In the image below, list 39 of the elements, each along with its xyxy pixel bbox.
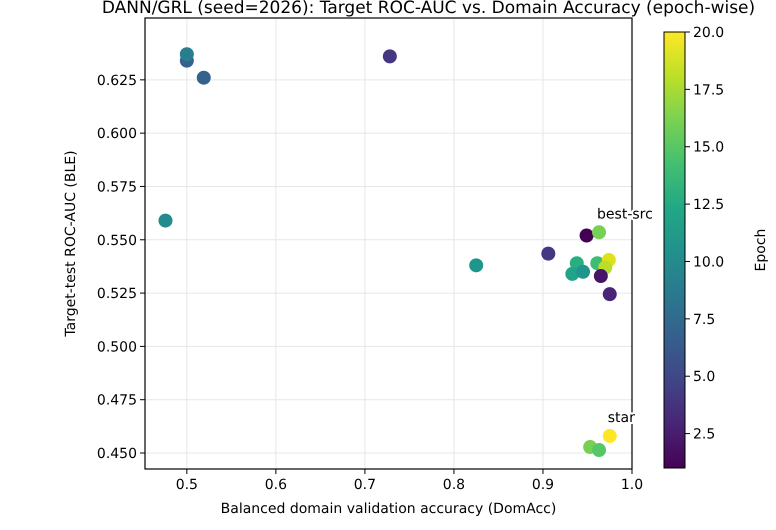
color-bar-label: 10.0 bbox=[693, 254, 724, 270]
point bbox=[158, 214, 172, 228]
point bbox=[580, 228, 594, 243]
x-tick-label: 0.7 bbox=[354, 477, 376, 493]
point bbox=[592, 443, 606, 458]
x-tick-label: 0.8 bbox=[442, 477, 466, 493]
color-bar-label: 5.0 bbox=[693, 369, 716, 386]
color-bar-label: 17.5 bbox=[693, 82, 724, 98]
y-axis-title: Target-test ROC-AUC (BLE) bbox=[63, 150, 79, 338]
y-tick-label: 0.475 bbox=[96, 392, 137, 409]
color-bar-label: 7.5 bbox=[693, 312, 716, 328]
point bbox=[576, 264, 590, 279]
point bbox=[602, 428, 617, 443]
y-tick-label: 0.625 bbox=[96, 72, 137, 89]
x-axis-title: Balanced domain validation accuracy (DomAcc) bbox=[220, 501, 556, 517]
y-tick-label: 0.450 bbox=[96, 446, 137, 462]
x-tick-label: 1.0 bbox=[620, 477, 644, 493]
y-tick-label: 0.550 bbox=[96, 232, 137, 249]
y-tick-label: 0.525 bbox=[96, 286, 137, 302]
y-tick-label: 0.600 bbox=[96, 126, 137, 142]
y-tick-label: 0.500 bbox=[96, 339, 137, 356]
chart-title: DANN/GRL (seed=2026): Target ROC-AUC vs. Domain Accuracy (epoch-wise) bbox=[102, 0, 756, 18]
point bbox=[541, 246, 556, 261]
x-tick-label: 0.9 bbox=[532, 477, 554, 493]
point bbox=[469, 258, 484, 272]
point bbox=[594, 269, 608, 284]
color-bar-label: 12.5 bbox=[693, 197, 724, 214]
color-bar-label: 20.0 bbox=[693, 25, 724, 41]
point bbox=[592, 225, 606, 240]
x-tick-label: 0.5 bbox=[176, 477, 198, 493]
y-tick-label: 0.575 bbox=[96, 179, 137, 196]
x-tick-label: 0.6 bbox=[264, 477, 288, 493]
color-bar-title: Epoch bbox=[753, 228, 769, 272]
color-bar-label: 15.0 bbox=[693, 140, 724, 156]
point bbox=[602, 287, 617, 302]
point bbox=[196, 70, 211, 85]
point bbox=[382, 49, 397, 64]
point bbox=[180, 47, 194, 62]
color-bar-label: 2.5 bbox=[693, 426, 716, 443]
